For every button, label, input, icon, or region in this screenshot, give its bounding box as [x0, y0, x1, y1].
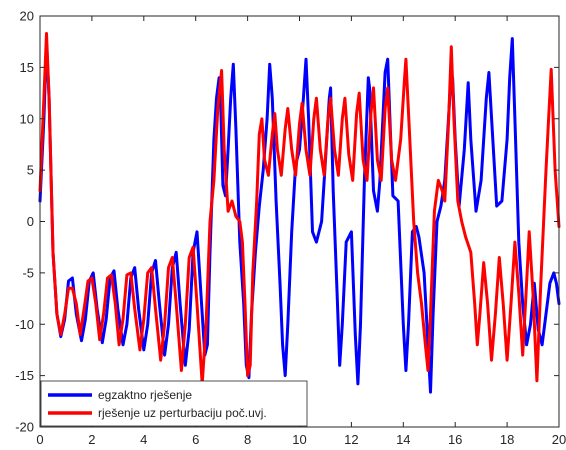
- y-tick-label: 20: [20, 9, 34, 24]
- x-tick-label: 10: [292, 432, 306, 447]
- y-tick-label: 5: [27, 163, 34, 178]
- x-tick-label: 14: [396, 432, 410, 447]
- x-tick-label: 6: [192, 432, 199, 447]
- legend-label-exact: egzaktno rješenje: [98, 388, 192, 402]
- x-tick-label: 0: [36, 432, 43, 447]
- y-tick-label: -15: [15, 368, 34, 383]
- x-tick-label: 16: [448, 432, 462, 447]
- x-tick-label: 20: [552, 432, 566, 447]
- x-tick-label: 4: [140, 432, 147, 447]
- legend: egzaktno rješenje rješenje uz perturbaci…: [41, 381, 307, 426]
- y-tick-label: 10: [20, 111, 34, 126]
- y-tick-label: 0: [27, 214, 34, 229]
- y-tick-label: 15: [20, 60, 34, 75]
- y-tick-label: -20: [15, 420, 34, 435]
- legend-label-perturbed: rješenje uz perturbaciju poč.uvj.: [98, 406, 267, 420]
- x-tick-label: 18: [500, 432, 514, 447]
- x-tick-label: 2: [88, 432, 95, 447]
- y-tick-label: -10: [15, 317, 34, 332]
- x-tick-label: 12: [344, 432, 358, 447]
- x-tick-label: 8: [244, 432, 251, 447]
- plot-background: [40, 16, 559, 427]
- y-tick-label: -5: [22, 265, 34, 280]
